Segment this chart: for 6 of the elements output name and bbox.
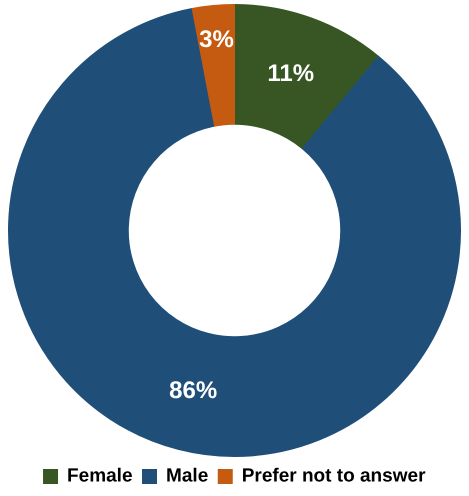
legend-label: Male: [166, 466, 208, 487]
legend-label: Prefer not to answer: [242, 466, 426, 487]
legend-label: Female: [67, 466, 133, 487]
data-label: 3%: [199, 26, 234, 53]
data-label: 11%: [267, 60, 314, 87]
data-label: 86%: [169, 377, 218, 404]
